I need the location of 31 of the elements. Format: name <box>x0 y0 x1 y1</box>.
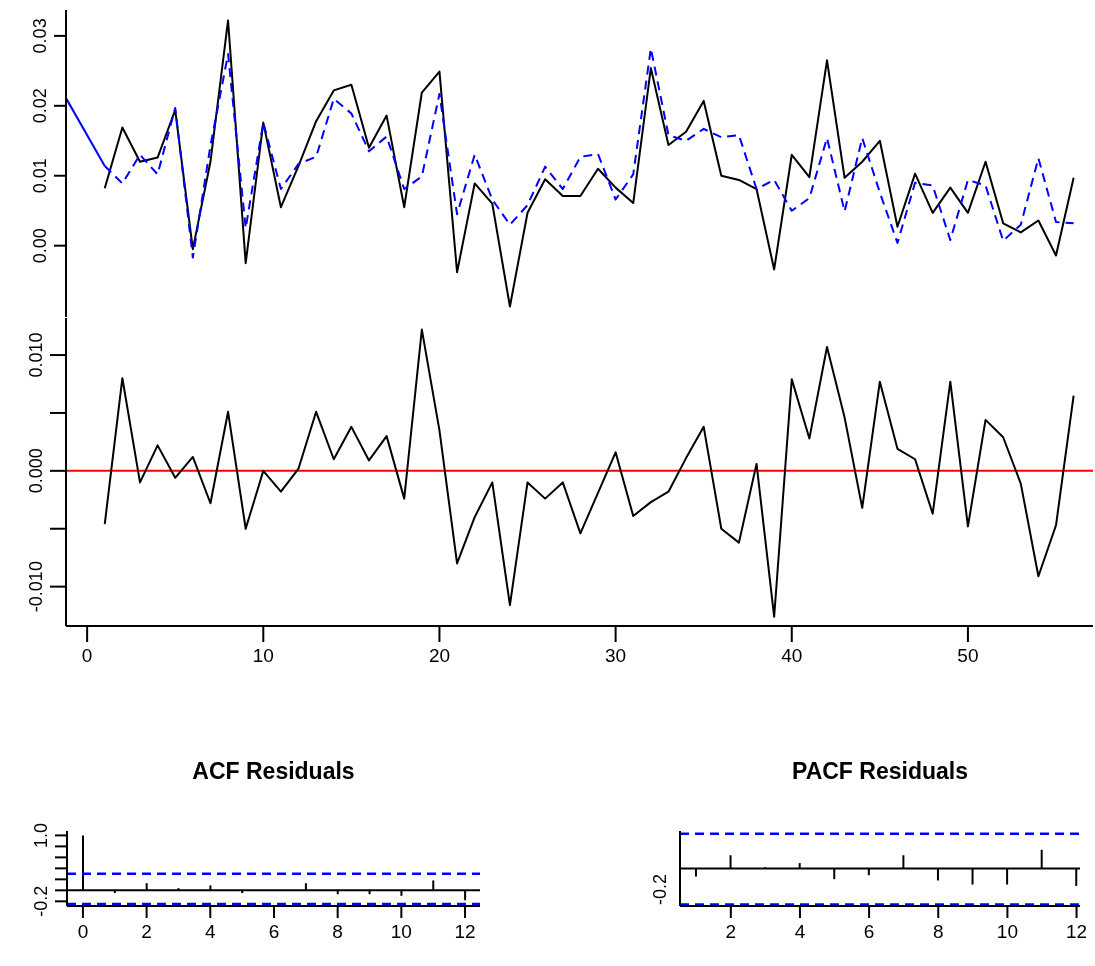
x-tick-label: 20 <box>428 645 451 666</box>
x-tick-label: 0 <box>81 645 93 666</box>
y-tick-label: 0.000 <box>26 448 46 494</box>
y-tick-label: 0.02 <box>30 88 50 124</box>
x-tick-label: 12 <box>454 921 476 942</box>
x-tick-label: 2 <box>725 921 737 942</box>
y-tick-label: 0.03 <box>30 18 50 54</box>
y-tick-label: -0.010 <box>26 561 46 613</box>
x-tick-label: 10 <box>996 921 1018 942</box>
y-tick-label: -0.2 <box>31 885 51 917</box>
x-tick-label: 2 <box>141 921 152 942</box>
x-tick-label: 8 <box>332 921 343 942</box>
chart-title: PACF Residuals <box>791 758 969 785</box>
x-tick-label: 4 <box>794 921 806 942</box>
x-tick-label: 40 <box>781 645 803 666</box>
y-tick-label: 0.00 <box>30 228 50 264</box>
x-tick-label: 50 <box>957 645 979 666</box>
x-tick-label: 10 <box>390 921 412 942</box>
y-tick-label: 1.0 <box>31 822 51 848</box>
x-tick-label: 8 <box>932 921 944 942</box>
y-tick-label: 0.010 <box>26 332 46 378</box>
y-tick-label: 0.01 <box>30 158 50 194</box>
x-tick-label: 12 <box>1065 921 1088 942</box>
x-tick-label: 10 <box>252 645 274 666</box>
x-tick-label: 4 <box>205 921 216 942</box>
text: -0.2 <box>650 873 672 906</box>
x-tick-label: 6 <box>863 921 875 942</box>
chart-title: ACF Residuals <box>191 758 356 785</box>
x-tick-label: 30 <box>605 645 627 666</box>
x-tick-label: 0 <box>77 921 89 942</box>
x-tick-label: 6 <box>268 921 280 942</box>
